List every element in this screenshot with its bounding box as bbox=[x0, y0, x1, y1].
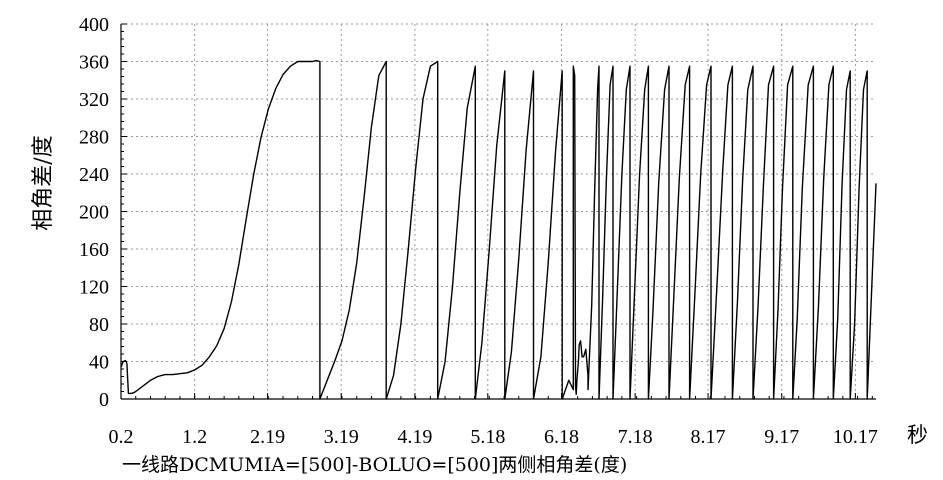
x-tick-label: 10.17 bbox=[833, 426, 878, 448]
y-axis-label: 相角差/度 bbox=[31, 135, 56, 230]
x-tick-label: 3.19 bbox=[324, 426, 359, 448]
series-layer bbox=[120, 59, 877, 400]
x-tick-label: 2.19 bbox=[250, 426, 285, 448]
y-tick-label: 320 bbox=[79, 89, 109, 111]
y-tick-label: 160 bbox=[79, 239, 109, 261]
x-tick-label: 8.17 bbox=[691, 426, 726, 448]
x-tick-labels: 0.2 1.2 2.19 3.19 4.19 5.18 6.18 7.18 8.17 9.17 10… bbox=[109, 426, 878, 448]
x-tick-label: 9.17 bbox=[764, 426, 799, 448]
x-unit-label: 秒 bbox=[907, 423, 928, 447]
phase-difference-line bbox=[120, 59, 877, 400]
x-tick-label: 5.18 bbox=[470, 426, 505, 448]
y-tick-label: 0 bbox=[99, 389, 109, 411]
y-tick-label: 240 bbox=[79, 164, 109, 186]
y-tick-label: 360 bbox=[79, 52, 109, 74]
y-tick-label: 200 bbox=[79, 202, 109, 224]
plot-axes bbox=[120, 23, 876, 400]
y-tick-label: 80 bbox=[89, 314, 109, 336]
x-tick-label: 7.18 bbox=[618, 426, 653, 448]
x-tick-label: 6.18 bbox=[544, 426, 579, 448]
y-tick-label: 400 bbox=[79, 14, 109, 36]
y-tick-label: 40 bbox=[89, 352, 109, 374]
x-tick-label: 1.2 bbox=[182, 426, 207, 448]
x-tick-label: 0.2 bbox=[109, 426, 134, 448]
x-axis-caption: 一线路DCMUMIA=[500]-BOLUO=[500]两侧相角差(度) bbox=[122, 454, 627, 476]
y-tick-label: 280 bbox=[79, 127, 109, 149]
x-tick-label: 4.19 bbox=[397, 426, 432, 448]
y-tick-labels: 0 40 80 120 160 200 240 280 320 360 400 bbox=[79, 14, 109, 411]
y-tick-label: 120 bbox=[79, 277, 109, 299]
